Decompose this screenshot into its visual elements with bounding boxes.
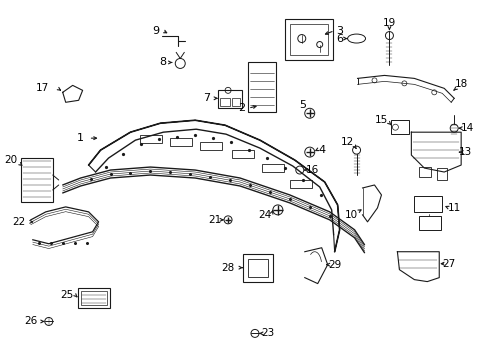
Bar bbox=[248, 62, 276, 112]
Text: 28: 28 bbox=[221, 263, 235, 273]
Bar bbox=[415, 196, 442, 212]
Text: 20: 20 bbox=[4, 155, 18, 165]
Text: 21: 21 bbox=[208, 215, 222, 225]
Text: 11: 11 bbox=[447, 203, 461, 213]
Text: 3: 3 bbox=[336, 26, 343, 36]
Bar bbox=[21, 158, 53, 202]
Text: 6: 6 bbox=[336, 33, 343, 44]
Text: 9: 9 bbox=[152, 26, 159, 36]
Text: 7: 7 bbox=[203, 93, 211, 103]
Text: 29: 29 bbox=[328, 260, 341, 270]
Text: 24: 24 bbox=[258, 210, 271, 220]
Text: 1: 1 bbox=[77, 133, 84, 143]
Bar bbox=[77, 288, 110, 307]
Text: 14: 14 bbox=[461, 123, 474, 133]
Text: 12: 12 bbox=[341, 137, 354, 147]
Bar bbox=[419, 216, 441, 230]
Bar bbox=[171, 138, 192, 146]
Bar bbox=[232, 150, 254, 158]
Bar bbox=[200, 142, 222, 150]
Bar bbox=[437, 168, 447, 180]
Text: 27: 27 bbox=[442, 259, 456, 269]
Bar bbox=[262, 164, 284, 172]
Bar bbox=[232, 98, 240, 106]
Text: 25: 25 bbox=[60, 289, 74, 300]
Bar bbox=[290, 24, 328, 55]
Text: 2: 2 bbox=[239, 103, 245, 113]
Text: 16: 16 bbox=[306, 165, 319, 175]
Text: 10: 10 bbox=[345, 210, 358, 220]
Text: 22: 22 bbox=[12, 217, 25, 227]
Text: 5: 5 bbox=[299, 100, 306, 110]
Bar bbox=[218, 90, 242, 108]
Text: 15: 15 bbox=[375, 115, 388, 125]
Text: 13: 13 bbox=[459, 147, 472, 157]
Bar bbox=[81, 291, 106, 305]
Text: 8: 8 bbox=[159, 58, 166, 67]
Text: 18: 18 bbox=[455, 79, 468, 89]
Bar bbox=[285, 19, 333, 60]
Bar bbox=[392, 120, 409, 134]
Bar bbox=[243, 254, 273, 282]
Bar bbox=[141, 135, 162, 143]
Bar bbox=[419, 167, 431, 177]
Text: 26: 26 bbox=[24, 316, 37, 327]
Bar bbox=[290, 180, 312, 188]
Bar bbox=[248, 259, 268, 276]
Text: 4: 4 bbox=[318, 145, 325, 155]
Text: 23: 23 bbox=[261, 328, 274, 338]
Text: 19: 19 bbox=[383, 18, 396, 28]
Text: 17: 17 bbox=[36, 84, 49, 93]
Bar bbox=[220, 98, 230, 106]
